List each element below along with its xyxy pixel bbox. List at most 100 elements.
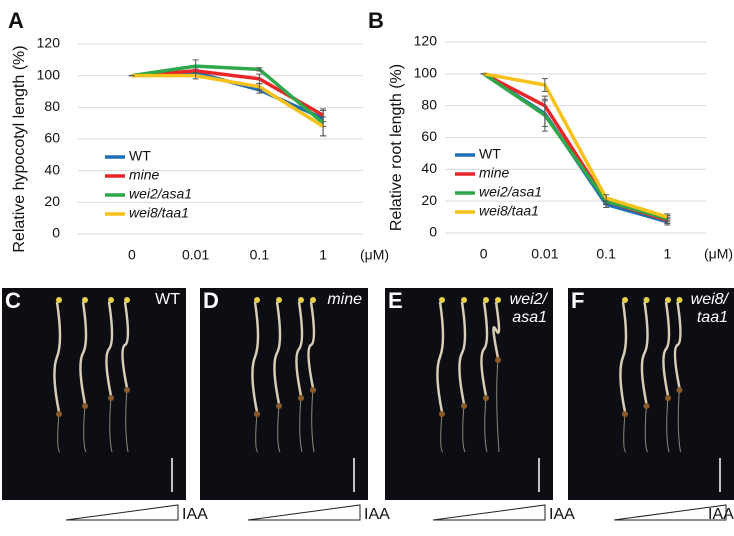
wedge-label: IAA bbox=[708, 506, 734, 523]
cotyledon bbox=[665, 297, 671, 303]
cotyledon bbox=[622, 297, 628, 303]
error-bar bbox=[256, 83, 263, 91]
x-tick-label: 0.1 bbox=[596, 246, 616, 262]
root bbox=[440, 411, 444, 453]
seed bbox=[643, 403, 650, 409]
seedling bbox=[640, 301, 649, 405]
y-tick-label: 120 bbox=[37, 35, 61, 51]
y-tick-label: 0 bbox=[52, 225, 60, 241]
genotype-label: asa1 bbox=[512, 309, 547, 326]
seed bbox=[276, 403, 282, 409]
seed bbox=[82, 403, 88, 409]
root bbox=[462, 403, 466, 453]
iaa-wedge bbox=[247, 504, 361, 521]
series-line bbox=[131, 70, 324, 121]
wedge-label: IAA bbox=[364, 506, 390, 523]
cotyledon bbox=[643, 297, 650, 303]
seedling bbox=[251, 301, 260, 413]
genotype-label: WT bbox=[155, 291, 180, 308]
y-tick-label: 60 bbox=[44, 130, 60, 146]
root bbox=[109, 395, 113, 453]
root bbox=[125, 387, 129, 453]
y-tick-label: 0 bbox=[429, 224, 437, 240]
iaa-wedge bbox=[613, 504, 727, 521]
root bbox=[277, 403, 281, 453]
x-tick-label: 0 bbox=[480, 246, 488, 262]
seed bbox=[439, 411, 445, 417]
seed bbox=[310, 387, 316, 393]
x-axis-unit: (μM) bbox=[704, 246, 733, 262]
y-axis-label: Relative root length (%) bbox=[388, 64, 405, 231]
y-tick-label: 20 bbox=[44, 193, 60, 209]
legend-label: mine bbox=[129, 167, 160, 183]
seedling bbox=[295, 301, 304, 397]
cotyledon bbox=[56, 297, 62, 303]
x-tick-label: 0 bbox=[128, 247, 136, 263]
legend-label: wei8/taa1 bbox=[479, 203, 539, 219]
seedling bbox=[480, 301, 489, 397]
genotype-label: taa1 bbox=[697, 309, 728, 326]
seed bbox=[495, 357, 501, 363]
seed bbox=[676, 387, 683, 393]
seed bbox=[622, 411, 628, 417]
legend-label: wei8/taa1 bbox=[129, 205, 189, 221]
series-line bbox=[483, 72, 668, 219]
y-tick-label: 60 bbox=[421, 128, 437, 144]
seed bbox=[254, 411, 260, 417]
seedling bbox=[53, 301, 62, 413]
panel-letter: A bbox=[8, 8, 24, 33]
y-tick-label: 100 bbox=[414, 65, 438, 81]
seed bbox=[665, 395, 671, 401]
seedling bbox=[436, 301, 445, 413]
y-tick-label: 120 bbox=[414, 33, 438, 49]
photo bbox=[568, 288, 734, 500]
root bbox=[644, 403, 648, 453]
series-line bbox=[131, 64, 325, 125]
panel-letter: F bbox=[571, 288, 584, 313]
x-tick-label: 1 bbox=[319, 247, 327, 263]
wedge-label: IAA bbox=[549, 506, 575, 523]
cotyledon bbox=[483, 297, 489, 303]
seedling bbox=[458, 301, 467, 405]
legend-label: wei2/asa1 bbox=[479, 184, 542, 200]
error-bar bbox=[320, 116, 327, 137]
root bbox=[311, 387, 315, 453]
seedling bbox=[121, 301, 130, 389]
root bbox=[623, 411, 627, 453]
legend-label: wei2/asa1 bbox=[129, 186, 192, 202]
error-bar bbox=[541, 78, 548, 92]
root bbox=[666, 395, 670, 453]
y-tick-label: 20 bbox=[421, 192, 437, 208]
photo bbox=[200, 288, 368, 500]
seedling bbox=[492, 301, 501, 359]
cotyledon bbox=[676, 297, 683, 303]
cotyledon bbox=[254, 297, 260, 303]
photo bbox=[385, 288, 553, 500]
seed bbox=[124, 387, 130, 393]
y-tick-label: 100 bbox=[37, 66, 61, 82]
y-tick-label: 80 bbox=[44, 98, 60, 114]
root bbox=[484, 395, 488, 453]
cotyledon bbox=[82, 297, 88, 303]
cotyledon bbox=[310, 297, 316, 303]
seedling bbox=[662, 301, 671, 397]
iaa-wedge bbox=[65, 504, 179, 521]
legend-label: WT bbox=[479, 146, 501, 162]
iaa-wedge bbox=[432, 504, 546, 521]
panel-letter: C bbox=[5, 288, 21, 313]
seedling bbox=[673, 301, 682, 389]
legend-label: mine bbox=[479, 165, 510, 181]
x-tick-label: 0.01 bbox=[531, 246, 558, 262]
cotyledon bbox=[108, 297, 114, 303]
x-tick-label: 1 bbox=[663, 246, 671, 262]
y-tick-label: 40 bbox=[421, 160, 437, 176]
seedling bbox=[619, 301, 628, 413]
seedling bbox=[273, 301, 282, 405]
cotyledon bbox=[276, 297, 282, 303]
y-tick-label: 80 bbox=[421, 96, 437, 112]
series-line bbox=[131, 73, 325, 128]
panel-letter: D bbox=[203, 288, 219, 313]
genotype-label: wei2/ bbox=[510, 291, 549, 308]
seedling bbox=[307, 301, 316, 389]
